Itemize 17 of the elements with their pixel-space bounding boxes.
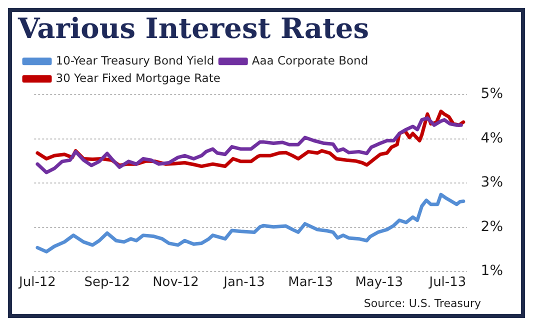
x-tick-label: Jul-12 <box>18 274 56 290</box>
y-tick-label: 1% <box>480 263 504 280</box>
legend-label: 30 Year Fixed Mortgage Rate <box>56 70 220 85</box>
x-tick-label: Nov-12 <box>152 274 199 290</box>
x-tick-label: May-13 <box>355 274 404 290</box>
y-tick-label: 2% <box>480 218 504 235</box>
chart-title: Various Interest Rates <box>17 12 370 46</box>
y-tick-label: 5% <box>480 86 504 102</box>
legend-label: Aaa Corporate Bond <box>252 53 368 68</box>
y-tick-label: 3% <box>480 174 504 191</box>
x-tick-label: Jul-13 <box>428 274 466 290</box>
source-note: Source: U.S. Treasury <box>364 297 481 310</box>
y-tick-label: 4% <box>480 130 504 146</box>
x-tick-label: Sep-12 <box>84 274 130 290</box>
x-tick-label: Jan-13 <box>222 274 265 290</box>
legend-label: 10-Year Treasury Bond Yield <box>56 53 214 68</box>
x-tick-label: Mar-13 <box>288 274 334 290</box>
